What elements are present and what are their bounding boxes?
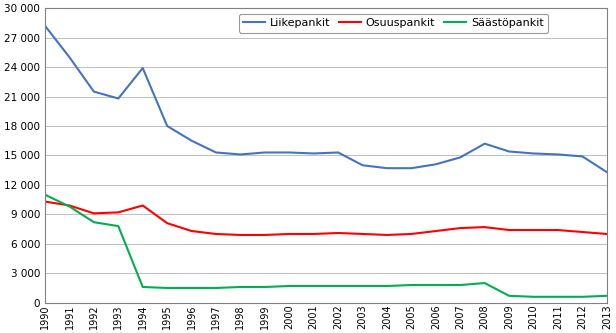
Legend: Liikepankit, Osuuspankit, Säästöpankit: Liikepankit, Osuuspankit, Säästöpankit xyxy=(238,14,548,33)
Osuuspankit xyxy=(286,232,293,236)
Liikepankit xyxy=(603,170,610,174)
Säästöpankit xyxy=(603,294,610,298)
Osuuspankit xyxy=(139,203,147,207)
Liikepankit xyxy=(432,162,440,166)
Säästöpankit xyxy=(432,283,440,287)
Osuuspankit xyxy=(456,226,464,230)
Osuuspankit xyxy=(432,229,440,233)
Liikepankit xyxy=(261,151,269,155)
Liikepankit xyxy=(554,153,562,157)
Liikepankit xyxy=(115,97,122,101)
Säästöpankit xyxy=(41,193,49,197)
Liikepankit xyxy=(408,166,415,170)
Säästöpankit xyxy=(115,224,122,228)
Osuuspankit xyxy=(237,233,244,237)
Säästöpankit xyxy=(237,285,244,289)
Säästöpankit xyxy=(530,295,537,299)
Osuuspankit xyxy=(261,233,269,237)
Liikepankit xyxy=(481,142,488,146)
Säästöpankit xyxy=(481,281,488,285)
Line: Liikepankit: Liikepankit xyxy=(45,26,607,172)
Osuuspankit xyxy=(213,232,220,236)
Osuuspankit xyxy=(66,203,73,207)
Säästöpankit xyxy=(359,284,367,288)
Liikepankit xyxy=(188,139,195,143)
Osuuspankit xyxy=(115,210,122,214)
Osuuspankit xyxy=(310,232,317,236)
Osuuspankit xyxy=(408,232,415,236)
Säästöpankit xyxy=(554,295,562,299)
Säästöpankit xyxy=(163,286,171,290)
Säästöpankit xyxy=(286,284,293,288)
Line: Osuuspankit: Osuuspankit xyxy=(45,201,607,235)
Liikepankit xyxy=(66,55,73,59)
Säästöpankit xyxy=(383,284,391,288)
Liikepankit xyxy=(578,155,586,159)
Osuuspankit xyxy=(530,228,537,232)
Säästöpankit xyxy=(506,294,513,298)
Liikepankit xyxy=(41,24,49,28)
Säästöpankit xyxy=(310,284,317,288)
Osuuspankit xyxy=(334,231,342,235)
Liikepankit xyxy=(90,90,97,94)
Säästöpankit xyxy=(213,286,220,290)
Osuuspankit xyxy=(603,232,610,236)
Säästöpankit xyxy=(334,284,342,288)
Osuuspankit xyxy=(188,229,195,233)
Liikepankit xyxy=(383,166,391,170)
Säästöpankit xyxy=(408,283,415,287)
Säästöpankit xyxy=(66,204,73,208)
Osuuspankit xyxy=(359,232,367,236)
Säästöpankit xyxy=(139,285,147,289)
Liikepankit xyxy=(213,151,220,155)
Osuuspankit xyxy=(578,230,586,234)
Liikepankit xyxy=(163,124,171,128)
Liikepankit xyxy=(310,152,317,156)
Osuuspankit xyxy=(554,228,562,232)
Osuuspankit xyxy=(481,225,488,229)
Osuuspankit xyxy=(41,199,49,203)
Osuuspankit xyxy=(163,221,171,225)
Liikepankit xyxy=(286,151,293,155)
Liikepankit xyxy=(530,152,537,156)
Säästöpankit xyxy=(188,286,195,290)
Säästöpankit xyxy=(456,283,464,287)
Liikepankit xyxy=(506,150,513,154)
Säästöpankit xyxy=(90,220,97,224)
Osuuspankit xyxy=(383,233,391,237)
Line: Säästöpankit: Säästöpankit xyxy=(45,195,607,297)
Säästöpankit xyxy=(261,285,269,289)
Liikepankit xyxy=(359,163,367,167)
Säästöpankit xyxy=(578,295,586,299)
Osuuspankit xyxy=(90,211,97,215)
Liikepankit xyxy=(456,156,464,160)
Liikepankit xyxy=(139,66,147,70)
Liikepankit xyxy=(237,153,244,157)
Liikepankit xyxy=(334,151,342,155)
Osuuspankit xyxy=(506,228,513,232)
